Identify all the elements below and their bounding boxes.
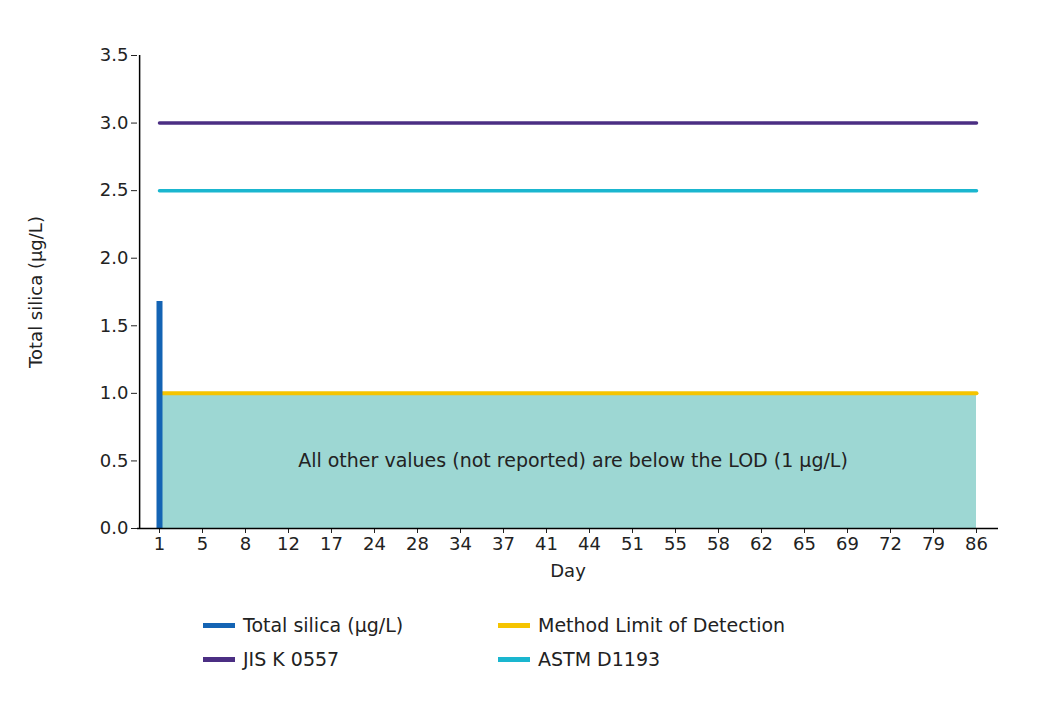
svg-text:All other values (not reported: All other values (not reported) are belo… [298,449,848,471]
html-text:ASTM D1193: ASTM D1193 [538,648,661,670]
svg-text:44: 44 [578,533,601,554]
svg-text:1.5: 1.5 [100,315,129,336]
svg-text:Day: Day [550,560,586,581]
svg-text:3.5: 3.5 [100,44,129,65]
svg-text:62: 62 [750,533,773,554]
html-text:Total silica (µg/L): Total silica (µg/L) [243,614,404,636]
svg-text:69: 69 [836,533,859,554]
svg-text:5: 5 [197,533,208,554]
svg-text:0.5: 0.5 [100,450,129,471]
svg-text:12: 12 [277,533,300,554]
svg-text:Total silica (µg/L): Total silica (µg/L) [25,216,46,369]
svg-text:0.0: 0.0 [100,517,129,538]
svg-text:72: 72 [879,533,902,554]
svg-text:24: 24 [363,533,386,554]
svg-text:28: 28 [406,533,429,554]
svg-text:1.0: 1.0 [100,382,129,403]
svg-text:51: 51 [621,533,644,554]
svg-text:3.0: 3.0 [100,112,129,133]
svg-text:65: 65 [793,533,816,554]
svg-text:2.0: 2.0 [100,247,129,268]
svg-text:34: 34 [449,533,472,554]
svg-text:41: 41 [535,533,558,554]
html-text:Method Limit of Detection: Method Limit of Detection [538,614,786,636]
svg-text:86: 86 [965,533,988,554]
svg-text:79: 79 [922,533,945,554]
svg-text:2.5: 2.5 [100,179,129,200]
svg-text:58: 58 [707,533,730,554]
svg-text:37: 37 [492,533,515,554]
svg-text:8: 8 [240,533,251,554]
svg-text:1: 1 [154,533,165,554]
svg-text:55: 55 [664,533,687,554]
svg-text:17: 17 [320,533,343,554]
html-text:JIS K 0557: JIS K 0557 [243,648,340,670]
